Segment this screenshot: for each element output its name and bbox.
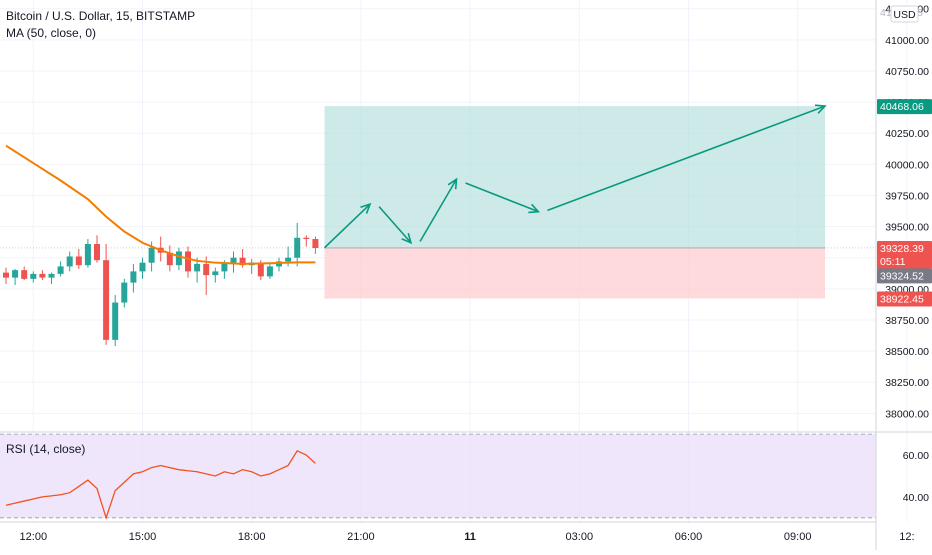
arrow-head: [528, 203, 541, 214]
time-tick-label: 06:00: [675, 531, 703, 543]
ma-line: [5, 144, 316, 265]
currency-badge-text: USD: [893, 9, 916, 21]
candle-body: [75, 256, 82, 266]
time-tick-label: 15:00: [129, 531, 157, 543]
price-badges: 41185.95USD40468.0639328.3905:1139324.52…: [877, 5, 932, 307]
price-tick-label: 38000.00: [885, 408, 929, 420]
candle-body: [139, 262, 146, 272]
price-tick-label: 40750.00: [885, 66, 929, 78]
arrow-segment: [465, 182, 539, 213]
candle-body: [239, 257, 246, 266]
candle-body: [230, 257, 237, 264]
price-tick-label: 38250.00: [885, 377, 929, 389]
rsi-tick-label: 40.00: [903, 492, 929, 504]
candle-body: [12, 270, 19, 278]
candle-body: [39, 273, 46, 278]
target-badge-text: 40468.06: [880, 101, 924, 113]
candle-body: [203, 263, 210, 276]
profit-zone: [324, 106, 825, 248]
ma-value-badge-text: 39324.52: [880, 270, 924, 282]
price-tick-label: 41000.00: [885, 35, 929, 47]
current-price-badge-text: 05:11: [880, 256, 906, 268]
candle-body: [30, 273, 37, 279]
time-tick-label: 21:00: [347, 531, 375, 543]
arrow-segment: [419, 178, 458, 242]
arrow-head: [447, 177, 458, 190]
rsi-line: [5, 450, 316, 520]
price-tick-label: 38500.00: [885, 346, 929, 358]
rsi-indicator-label: RSI (14, close): [6, 442, 85, 456]
position-zones: [0, 106, 876, 299]
candle-body: [257, 262, 264, 277]
candle-body: [194, 263, 201, 272]
candle-body: [175, 251, 182, 266]
symbol-title: Bitcoin / U.S. Dollar, 15, BITSTAMP: [6, 9, 195, 23]
candle-body: [166, 252, 173, 266]
price-tick-label: 38750.00: [885, 315, 929, 327]
candle-body: [285, 257, 292, 262]
time-tick-label: 11: [464, 531, 476, 543]
candle-body: [103, 260, 110, 340]
current-price-badge-text: 39328.39: [880, 243, 924, 255]
stop-badge-bg: [877, 291, 932, 307]
ma-indicator-label: MA (50, close, 0): [6, 26, 96, 40]
candle-body: [185, 251, 191, 272]
candle-body: [48, 273, 55, 278]
time-tick-label: 12:: [899, 531, 914, 543]
rsi-tick-label: 60.00: [903, 450, 929, 462]
candle-body: [294, 237, 301, 258]
projection-arrows: [323, 104, 827, 249]
header-labels: Bitcoin / U.S. Dollar, 15, BITSTAMP MA (…: [6, 9, 195, 456]
arrow-segment: [378, 206, 412, 244]
price-tick-label: 39750.00: [885, 190, 929, 202]
time-tick-label: 12:00: [20, 531, 48, 543]
candle-body: [303, 237, 310, 240]
candle-body: [130, 271, 137, 283]
arrow-head: [814, 104, 827, 114]
time-tick-label: 18:00: [238, 531, 266, 543]
candle-body: [66, 256, 73, 267]
candle-body: [212, 271, 219, 276]
price-tick-label: 40250.00: [885, 128, 929, 140]
currency-badge-bg: [890, 5, 919, 23]
rsi-pane: [0, 431, 932, 520]
arrow-segment: [547, 105, 826, 212]
rsi-band: [0, 434, 876, 518]
arrow-head: [360, 202, 372, 214]
current-price-badge-bg: [877, 240, 932, 269]
stop-badge-text: 38922.45: [880, 293, 924, 305]
candle-body: [221, 263, 228, 272]
time-tick-label: 03:00: [566, 531, 594, 543]
arrow-head: [401, 232, 413, 245]
target-badge-bg: [877, 99, 932, 115]
candle-body: [57, 266, 64, 274]
candle-body: [121, 282, 128, 303]
candle-body: [21, 270, 28, 279]
candle-body: [266, 266, 273, 277]
candle-body: [84, 244, 91, 266]
candles: [3, 222, 319, 347]
candle-body: [94, 244, 100, 261]
arrow-segment: [323, 203, 371, 249]
candle-body: [148, 247, 155, 263]
candle-body: [3, 272, 9, 278]
price-tick-label: 39500.00: [885, 222, 929, 234]
price-tick-label: 40000.00: [885, 159, 929, 171]
time-tick-label: 09:00: [784, 531, 812, 543]
candle-body: [312, 239, 319, 248]
ma-series: [5, 144, 316, 265]
loss-zone: [324, 247, 825, 299]
candle-body: [112, 302, 119, 340]
ma-value-badge-bg: [877, 268, 932, 284]
